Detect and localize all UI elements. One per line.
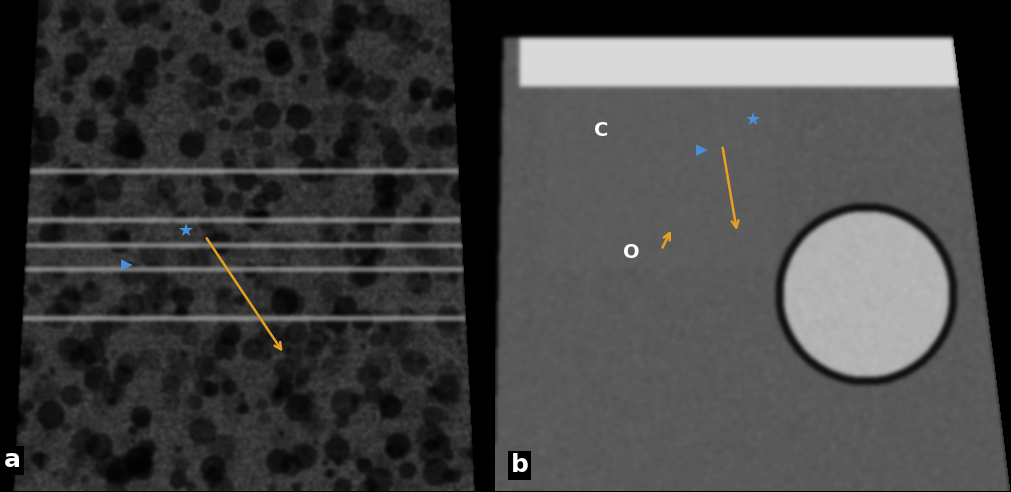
Text: ▶: ▶ xyxy=(697,143,708,157)
Text: b: b xyxy=(511,453,529,477)
Text: ▶: ▶ xyxy=(121,257,133,273)
Text: ★: ★ xyxy=(745,111,761,129)
Text: O: O xyxy=(623,244,640,263)
Text: a: a xyxy=(4,448,21,472)
Text: ★: ★ xyxy=(178,222,194,240)
Text: C: C xyxy=(594,121,609,140)
